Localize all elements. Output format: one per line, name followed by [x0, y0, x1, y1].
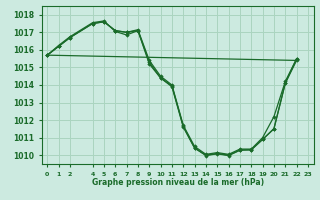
X-axis label: Graphe pression niveau de la mer (hPa): Graphe pression niveau de la mer (hPa) [92, 178, 264, 187]
